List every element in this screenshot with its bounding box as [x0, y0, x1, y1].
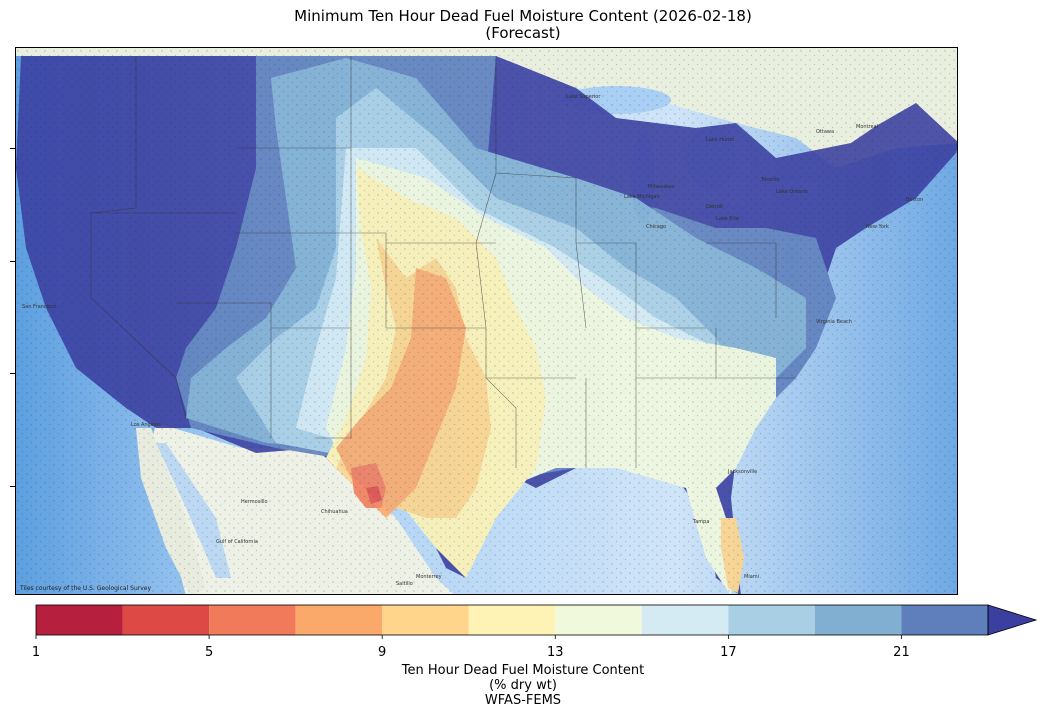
place-label: Gulf of California [216, 539, 258, 545]
place-label: Hermosillo [241, 499, 268, 505]
colorbar-bin [641, 605, 729, 635]
colorbar-tick-label: 21 [893, 645, 910, 660]
y-tick [10, 148, 15, 149]
place-label: Jacksonville [727, 469, 757, 475]
y-tick [10, 261, 15, 262]
title-line-1: Minimum Ten Hour Dead Fuel Moisture Cont… [294, 7, 752, 25]
fuel-moisture-map: Hermosillo Chihuahua Monterrey Saltillo … [16, 48, 957, 594]
y-tick [10, 373, 15, 374]
colorbar-bin [122, 605, 210, 635]
place-label: Chicago [646, 224, 666, 230]
place-label: Chihuahua [321, 509, 348, 515]
colorbar-tick-label: 17 [720, 645, 737, 660]
colorbar-bin [382, 605, 469, 635]
place-label: New York [866, 224, 889, 230]
title-line-2: (Forecast) [485, 24, 561, 42]
place-label: Detroit [706, 204, 723, 210]
colorbar-label-line-1: Ten Hour Dead Fuel Moisture Content [401, 663, 645, 678]
place-label: Miami [744, 574, 759, 580]
colorbar-tick-label: 1 [31, 645, 41, 660]
place-label: Montreal [856, 124, 878, 130]
station-dots [16, 48, 957, 594]
colorbar-tick-label: 13 [546, 645, 564, 660]
place-label: Lake Michigan [624, 194, 660, 200]
place-label: Lake Ontario [776, 189, 808, 195]
colorbar-bin [901, 605, 988, 635]
colorbar-frame [35, 604, 989, 636]
colorbar-bin [209, 605, 296, 635]
place-label: Ottawa [816, 129, 834, 135]
place-label: Monterrey [416, 574, 442, 580]
place-label: Milwaukee [648, 184, 674, 190]
place-label: Tampa [692, 519, 709, 525]
colorbar-bin [468, 605, 556, 635]
colorbar-bin [36, 605, 123, 635]
place-label: Saltillo [396, 581, 413, 587]
place-label: Virginia Beach [816, 319, 852, 325]
colorbar-caption: Ten Hour Dead Fuel Moisture Content (% d… [0, 663, 1046, 708]
colorbar-extend-max [987, 604, 1038, 636]
colorbar-bin [295, 605, 383, 635]
colorbar [35, 604, 1038, 639]
place-label: Lake Huron [706, 137, 734, 143]
place-label: Los Angeles [131, 422, 161, 428]
place-label: Toronto [760, 177, 779, 183]
colorbar-tick-label: 5 [204, 645, 214, 660]
colorbar-label-line-2: (% dry wt) [489, 678, 557, 693]
chart-title: Minimum Ten Hour Dead Fuel Moisture Cont… [0, 8, 1046, 42]
place-label: Lake Superior [566, 94, 601, 100]
place-label: Lake Erie [716, 216, 739, 222]
map-attribution: Tiles courtesy of the U.S. Geological Su… [20, 585, 152, 592]
colorbar-bin [555, 605, 642, 635]
state-boundaries [90, 56, 796, 468]
data-source: WFAS-FEMS [484, 693, 562, 708]
place-label: San Francisco [22, 304, 56, 310]
place-labels: Hermosillo Chihuahua Monterrey Saltillo … [22, 94, 923, 587]
y-tick [10, 486, 15, 487]
place-label: Boston [906, 197, 923, 203]
colorbar-bin [728, 605, 815, 635]
colorbar-tick-label: 9 [378, 645, 387, 660]
colorbar-bin [814, 605, 902, 635]
map-panel[interactable]: Hermosillo Chihuahua Monterrey Saltillo … [15, 47, 958, 595]
